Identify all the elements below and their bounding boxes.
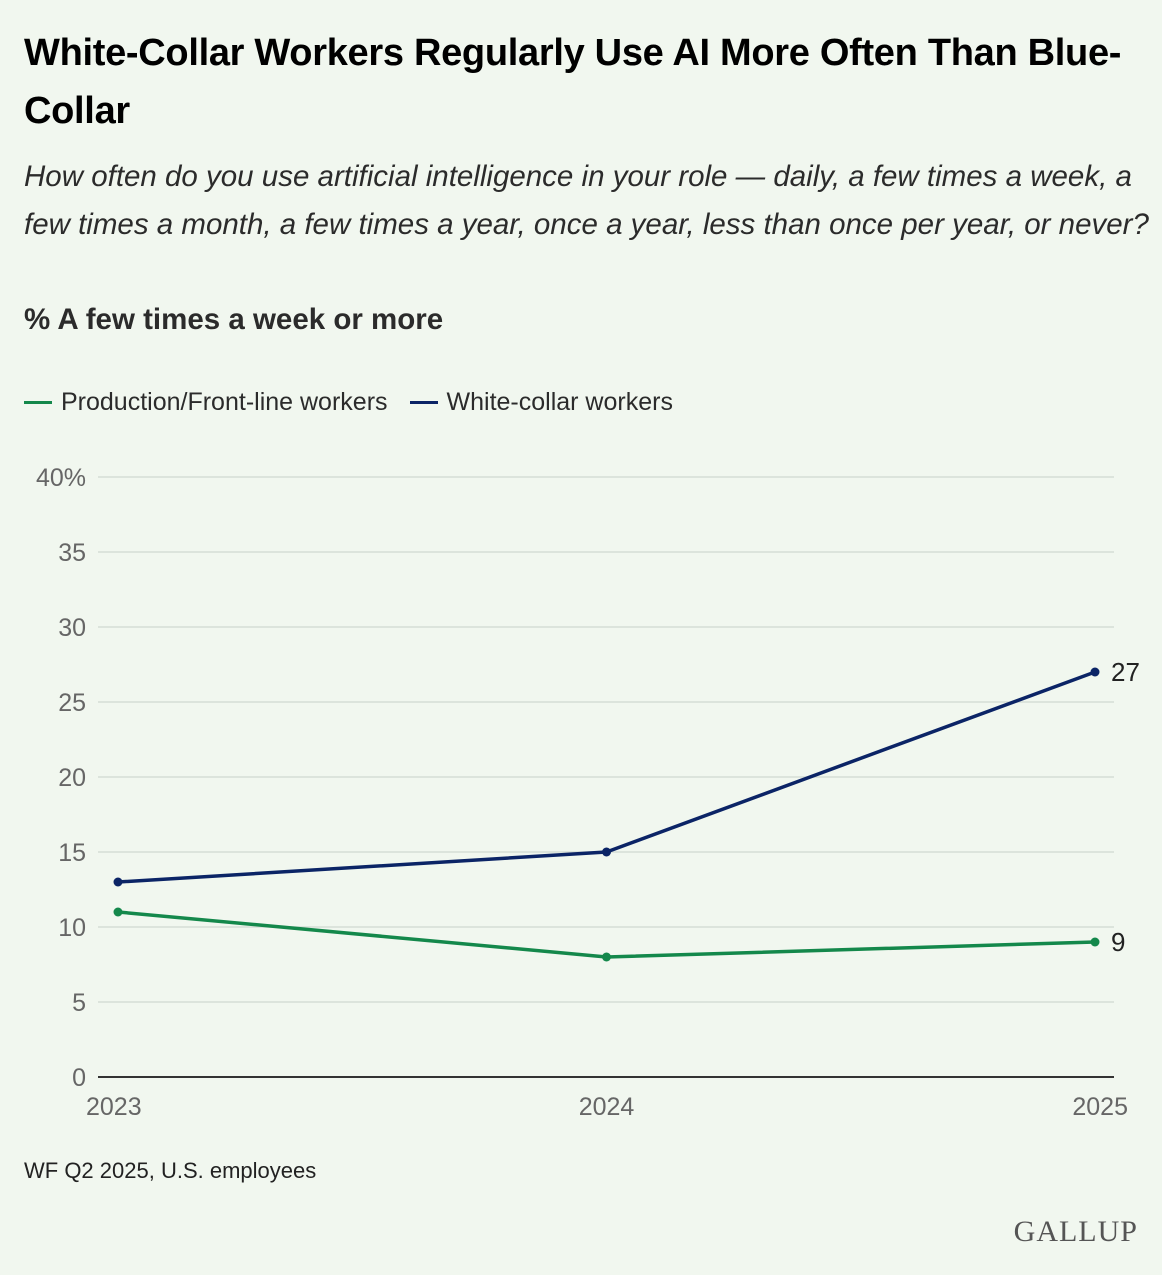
gallup-logo: GALLUP (1013, 1215, 1138, 1248)
end-value-label: 27 (1111, 657, 1140, 687)
y-tick-label: 40% (36, 464, 86, 492)
chart-subtitle: How often do you use artificial intellig… (24, 160, 1149, 241)
legend: Production/Front-line workers White-coll… (24, 380, 695, 424)
data-point (113, 907, 123, 917)
legend-item-production: Production/Front-line workers (24, 388, 388, 417)
y-tick-label: 20 (58, 764, 86, 792)
legend-item-white-collar: White-collar workers (409, 387, 673, 417)
x-tick-label: 2023 (86, 1093, 142, 1121)
series-line (117, 910, 1096, 959)
legend-swatch-white-collar (409, 400, 438, 404)
data-point (602, 847, 611, 857)
source-note: WF Q2 2025, U.S. employees (24, 1158, 317, 1183)
legend-swatch-production (24, 400, 52, 404)
y-tick-label: 35 (58, 539, 86, 567)
y-tick-label: 25 (58, 689, 86, 717)
data-point (1090, 667, 1100, 677)
y-tick-label: 10 (58, 914, 86, 942)
y-tick-label: 15 (58, 839, 86, 867)
data-point (1090, 937, 1100, 947)
data-point (113, 877, 123, 887)
end-value-label: 9 (1111, 927, 1125, 957)
measure-label: % A few times a week or more (24, 303, 444, 336)
legend-label-white-collar: White-collar workers (446, 387, 673, 416)
legend-label-production: Production/Front-line workers (61, 387, 388, 416)
y-tick-label: 5 (72, 989, 86, 1017)
x-tick-label: 2024 (579, 1093, 635, 1121)
y-tick-label: 30 (58, 614, 86, 642)
x-tick-label: 2025 (1072, 1093, 1128, 1121)
y-tick-label: 0 (72, 1064, 86, 1092)
data-point (602, 952, 611, 962)
chart-title: White-Collar Workers Regularly Use AI Mo… (24, 32, 1122, 132)
